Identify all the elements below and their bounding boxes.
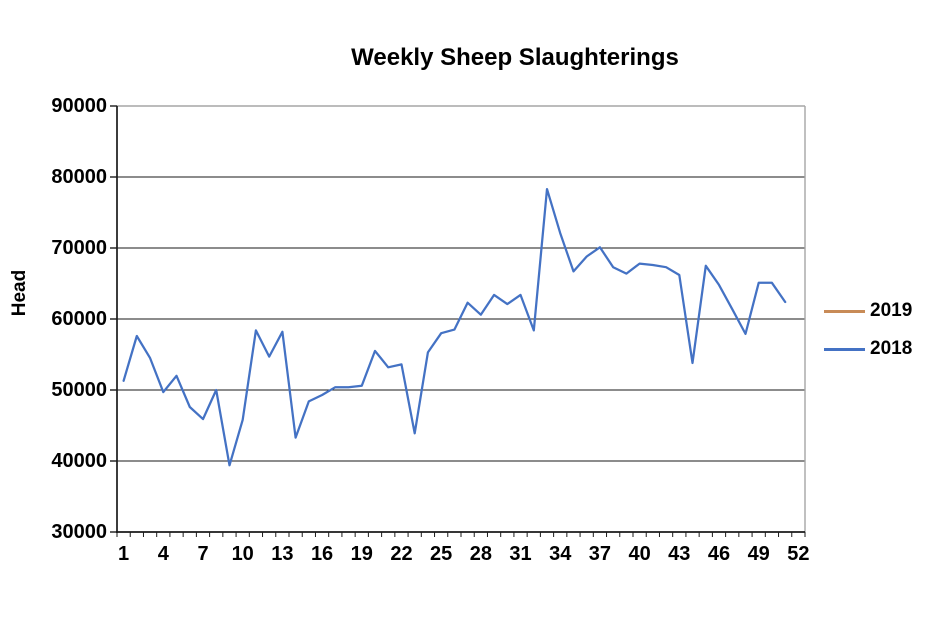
x-tick-label: 31	[509, 543, 532, 565]
y-tick-label: 40000	[51, 450, 107, 472]
x-tick-label: 43	[668, 543, 691, 565]
x-tick-label: 40	[628, 543, 651, 565]
legend-label-2018: 2018	[870, 338, 913, 359]
y-tick-label: 50000	[51, 379, 107, 401]
y-tick-label: 60000	[51, 308, 107, 330]
x-tick-label: 22	[390, 543, 413, 565]
legend-item-2019: 2019	[824, 299, 912, 323]
legend-swatch-2018	[824, 347, 865, 351]
chart-title: Weekly Sheep Slaughterings	[351, 44, 679, 71]
legend-item-2018: 2018	[824, 337, 912, 361]
x-tick-label: 19	[350, 543, 373, 565]
legend: 2019 2018	[824, 299, 912, 361]
legend-swatch-2019	[824, 309, 865, 313]
x-tick-label: 49	[747, 543, 770, 565]
x-tick-label: 34	[549, 543, 572, 565]
x-tick-label: 46	[707, 543, 731, 565]
x-tick-label: 25	[430, 543, 453, 565]
x-tick-label: 28	[469, 543, 492, 565]
x-tick-label: 4	[157, 543, 169, 565]
x-tick-label: 52	[787, 543, 810, 565]
y-tick-label: 30000	[51, 521, 107, 543]
x-tick-label: 1	[118, 543, 130, 565]
series-line-2018	[122, 187, 787, 467]
y-tick-label: 80000	[51, 166, 107, 188]
x-tick-label: 10	[231, 543, 254, 565]
y-tick-label: 90000	[51, 95, 107, 117]
legend-label-2019: 2019	[870, 300, 913, 321]
x-tick-label: 16	[310, 543, 334, 565]
y-tick-label: 70000	[51, 237, 107, 259]
x-tick-label: 37	[588, 543, 612, 565]
x-tick-label: 7	[197, 543, 209, 565]
x-tick-label: 13	[271, 543, 294, 565]
